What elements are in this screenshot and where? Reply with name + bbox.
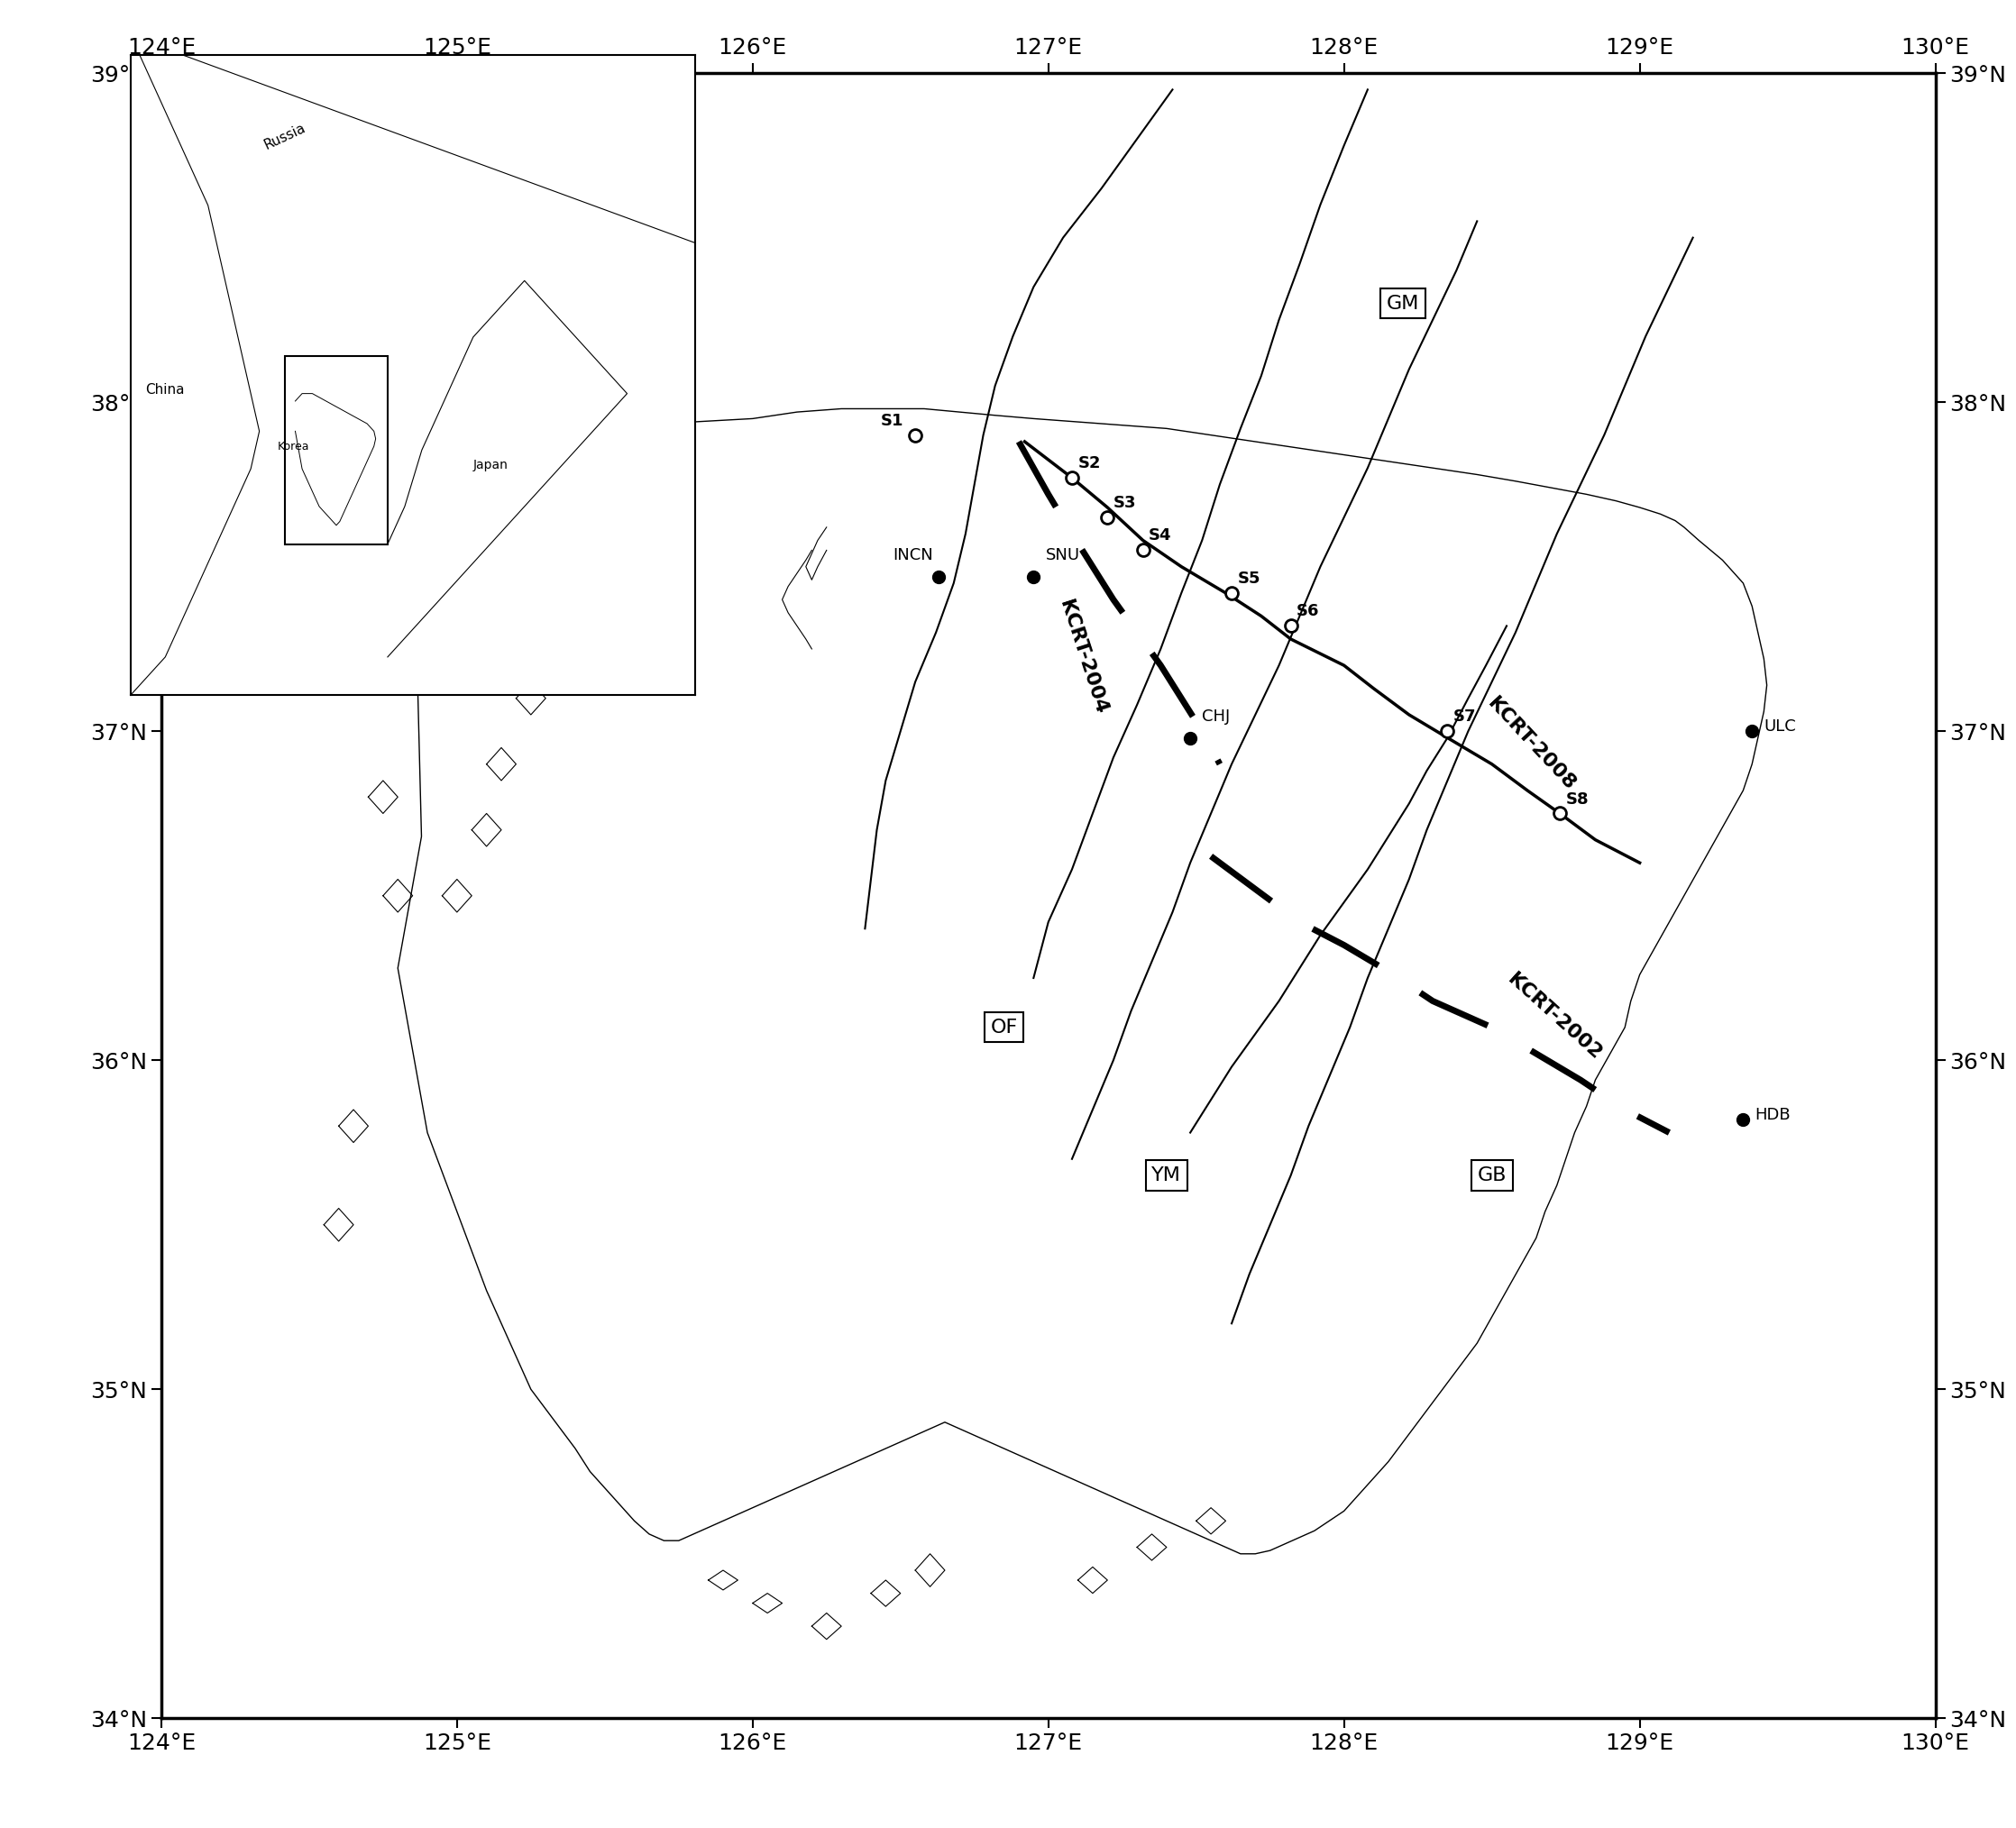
Text: S7: S7 — [1454, 709, 1476, 726]
Text: KCRT-2004: KCRT-2004 — [1056, 598, 1111, 717]
Text: GM: GM — [1387, 294, 1419, 313]
Text: S4: S4 — [1149, 528, 1171, 545]
Text: S6: S6 — [1296, 603, 1320, 620]
Text: CHJ: CHJ — [1202, 709, 1230, 726]
Text: SNU: SNU — [1046, 547, 1081, 563]
Bar — [284, 356, 387, 545]
Text: HDB: HDB — [1756, 1106, 1790, 1122]
Text: GB: GB — [1478, 1166, 1506, 1185]
Text: Korea: Korea — [278, 441, 310, 453]
Text: YM: YM — [1151, 1166, 1181, 1185]
Text: S1: S1 — [881, 413, 903, 430]
Text: INCN: INCN — [893, 547, 933, 563]
Text: S5: S5 — [1238, 570, 1260, 587]
Text: Russia: Russia — [262, 121, 308, 152]
Text: KCRT-2008: KCRT-2008 — [1484, 695, 1579, 793]
Text: OF: OF — [990, 1018, 1018, 1036]
Text: S8: S8 — [1566, 792, 1589, 808]
Text: Japan: Japan — [472, 459, 508, 472]
Text: China: China — [145, 382, 185, 397]
Text: S3: S3 — [1113, 495, 1137, 512]
Text: KCRT-2002: KCRT-2002 — [1504, 971, 1605, 1064]
Text: ULC: ULC — [1764, 718, 1796, 735]
Text: S2: S2 — [1079, 455, 1101, 472]
